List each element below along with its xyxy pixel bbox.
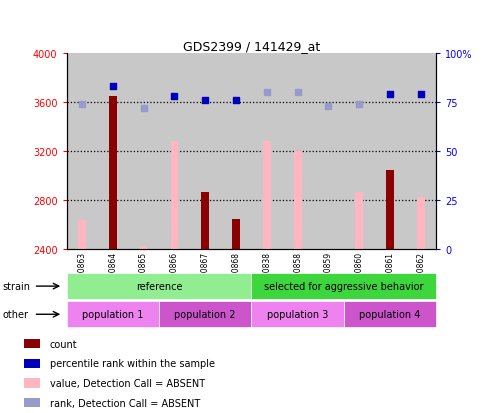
Text: population 4: population 4 — [359, 309, 421, 320]
Bar — [67, 54, 98, 250]
Bar — [190, 54, 221, 250]
Bar — [171, 142, 178, 250]
Bar — [344, 301, 436, 328]
Text: strain: strain — [2, 281, 31, 292]
Point — [171, 93, 178, 100]
Bar — [140, 246, 147, 250]
Point — [386, 92, 394, 98]
Bar — [251, 54, 282, 250]
Bar — [159, 301, 251, 328]
Text: population 2: population 2 — [175, 309, 236, 320]
Point — [324, 103, 332, 110]
Point — [78, 101, 86, 108]
Bar — [344, 54, 375, 250]
Bar — [251, 301, 344, 328]
Point — [109, 84, 117, 90]
Bar — [98, 54, 128, 250]
Bar — [24, 359, 40, 368]
Bar — [313, 54, 344, 250]
Bar — [375, 54, 405, 250]
Bar — [294, 152, 302, 250]
Point — [417, 92, 425, 98]
Point — [232, 97, 240, 104]
Text: reference: reference — [136, 281, 182, 292]
Bar — [221, 54, 251, 250]
Bar — [405, 54, 436, 250]
Bar — [67, 273, 251, 299]
Bar — [159, 54, 190, 250]
Text: other: other — [2, 309, 29, 320]
Text: population 3: population 3 — [267, 309, 328, 320]
Bar — [24, 398, 40, 408]
Title: GDS2399 / 141429_at: GDS2399 / 141429_at — [183, 40, 320, 52]
Text: count: count — [49, 339, 77, 349]
Point — [294, 90, 302, 96]
Bar — [386, 170, 394, 250]
Bar — [109, 97, 117, 250]
Point — [201, 97, 209, 104]
Point — [263, 90, 271, 96]
Bar — [24, 378, 40, 388]
Text: percentile rank within the sample: percentile rank within the sample — [49, 358, 214, 368]
Bar — [282, 54, 313, 250]
Bar — [78, 221, 86, 250]
Bar — [232, 219, 240, 250]
Point — [140, 105, 147, 112]
Text: population 1: population 1 — [82, 309, 143, 320]
Bar — [417, 197, 425, 250]
Text: rank, Detection Call = ABSENT: rank, Detection Call = ABSENT — [49, 398, 200, 408]
Bar — [263, 142, 271, 250]
Bar — [201, 192, 209, 250]
Bar — [67, 301, 159, 328]
Point — [355, 101, 363, 108]
Text: value, Detection Call = ABSENT: value, Detection Call = ABSENT — [49, 378, 205, 388]
Text: selected for aggressive behavior: selected for aggressive behavior — [264, 281, 423, 292]
Bar — [24, 339, 40, 349]
Bar — [128, 54, 159, 250]
Bar — [251, 273, 436, 299]
Bar — [355, 192, 363, 250]
